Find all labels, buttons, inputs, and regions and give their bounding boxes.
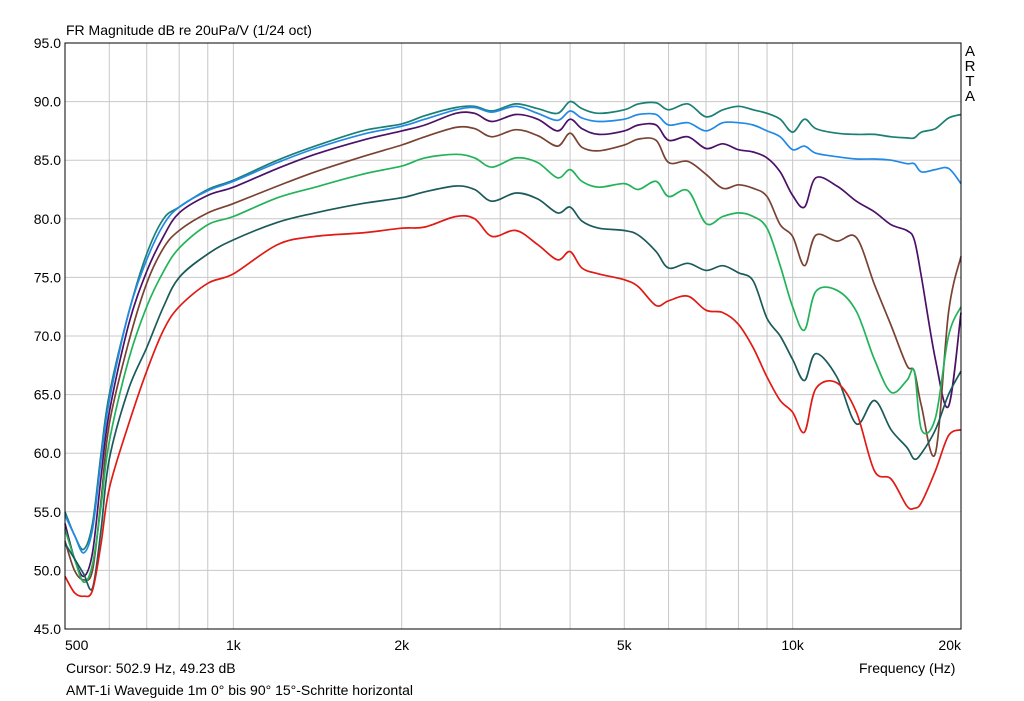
y-tick-label: 45.0 bbox=[34, 621, 61, 637]
x-tick-label: 10k bbox=[781, 637, 805, 653]
x-tick-label: 500 bbox=[65, 637, 89, 653]
y-tick-label: 60.0 bbox=[34, 445, 61, 461]
x-tick-label: 1k bbox=[226, 637, 242, 653]
series-line bbox=[64, 111, 962, 578]
series-line bbox=[64, 125, 962, 582]
y-tick-label: 95.0 bbox=[34, 35, 61, 51]
y-tick-label: 50.0 bbox=[34, 562, 61, 578]
measurement-caption: AMT-1i Waveguide 1m 0° bis 90° 15°-Schri… bbox=[66, 682, 413, 698]
y-tick-label: 80.0 bbox=[34, 211, 61, 227]
x-tick-label: 20k bbox=[938, 637, 962, 653]
grid-lines bbox=[65, 42, 962, 630]
y-tick-label: 55.0 bbox=[34, 504, 61, 520]
series-line bbox=[64, 100, 962, 551]
series-line bbox=[64, 105, 962, 554]
cursor-readout: Cursor: 502.9 Hz, 49.23 dB bbox=[66, 660, 236, 676]
plot-frame bbox=[64, 42, 962, 630]
logo-letter: A bbox=[964, 43, 975, 60]
y-tick-label: 70.0 bbox=[34, 328, 61, 344]
y-tick-label: 90.0 bbox=[34, 94, 61, 110]
y-tick-label: 65.0 bbox=[34, 387, 61, 403]
series-line bbox=[64, 185, 962, 591]
response-curves bbox=[64, 100, 962, 598]
x-tick-label: 5k bbox=[617, 637, 633, 653]
x-tick-label: 2k bbox=[394, 637, 410, 653]
chart-title: FR Magnitude dB re 20uPa/V (1/24 oct) bbox=[66, 22, 312, 38]
series-line bbox=[64, 214, 962, 598]
tick-labels: 45.0 50.0 55.0 60.0 65.0 70.0 75.0 80.0 85.0 90.0… bbox=[34, 35, 962, 653]
series-line bbox=[64, 153, 962, 584]
logo-letter: A bbox=[964, 88, 975, 105]
y-tick-label: 85.0 bbox=[34, 152, 61, 168]
y-tick-label: 75.0 bbox=[34, 269, 61, 285]
logo-letter: T bbox=[965, 73, 975, 90]
logo-letter: R bbox=[964, 58, 976, 75]
x-axis-label: Frequency (Hz) bbox=[859, 660, 956, 676]
arta-logo: A R T A bbox=[963, 44, 977, 104]
